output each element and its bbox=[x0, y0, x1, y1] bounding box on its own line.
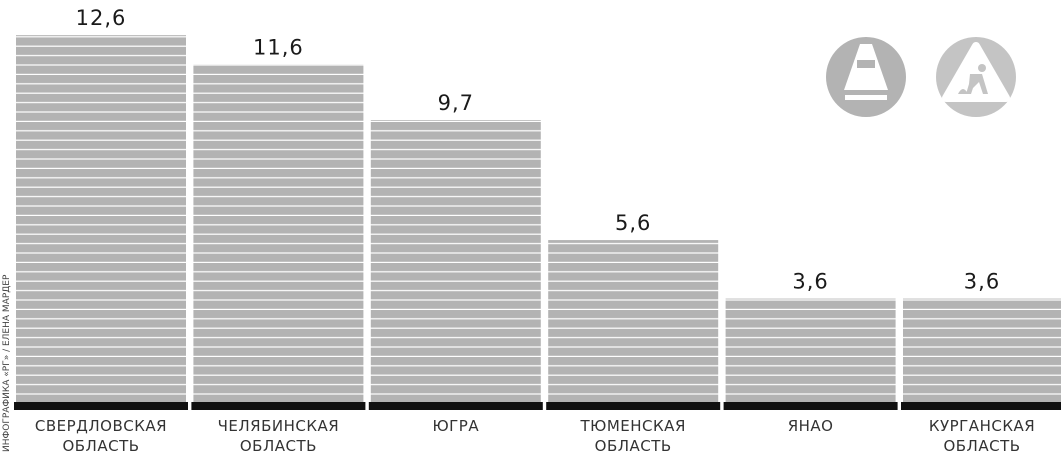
x-tick-label: ЧЕЛЯБИНСКАЯ bbox=[218, 417, 340, 435]
x-tick-label: ОБЛАСТЬ bbox=[595, 437, 672, 455]
x-tick-label: КУРГАНСКАЯ bbox=[929, 417, 1035, 435]
baseline bbox=[14, 402, 188, 410]
value-label: 9,7 bbox=[438, 91, 474, 115]
x-tick-label: СВЕРДЛОВСКАЯ bbox=[35, 417, 167, 435]
value-label: 3,6 bbox=[792, 270, 828, 294]
value-label: 3,6 bbox=[964, 270, 1000, 294]
bar bbox=[903, 298, 1061, 404]
value-label: 11,6 bbox=[253, 35, 304, 59]
x-tick-label: ОБЛАСТЬ bbox=[943, 437, 1020, 455]
x-tick-label: ЮГРА bbox=[432, 417, 479, 435]
baseline bbox=[546, 402, 721, 410]
x-tick-label: ОБЛАСТЬ bbox=[62, 437, 139, 455]
baseline bbox=[901, 402, 1061, 410]
baseline bbox=[191, 402, 366, 410]
roadwork-icon bbox=[936, 37, 1016, 117]
bar bbox=[16, 35, 186, 405]
baseline bbox=[368, 402, 543, 410]
x-tick-label: ЯНАО bbox=[788, 417, 834, 435]
baseline bbox=[723, 402, 898, 410]
bar bbox=[725, 298, 896, 404]
x-tick-label: ОБЛАСТЬ bbox=[240, 437, 317, 455]
credit: ИНФОГРАФИКА «РГ» / ЕЛЕНА МАРДЕР bbox=[2, 274, 12, 452]
bar bbox=[548, 240, 719, 404]
bar bbox=[370, 120, 541, 404]
bar bbox=[193, 64, 364, 405]
cone-icon bbox=[826, 37, 906, 117]
value-label: 5,6 bbox=[615, 211, 651, 235]
value-label: 12,6 bbox=[76, 6, 127, 30]
x-tick-label: ТЮМЕНСКАЯ bbox=[580, 417, 686, 435]
